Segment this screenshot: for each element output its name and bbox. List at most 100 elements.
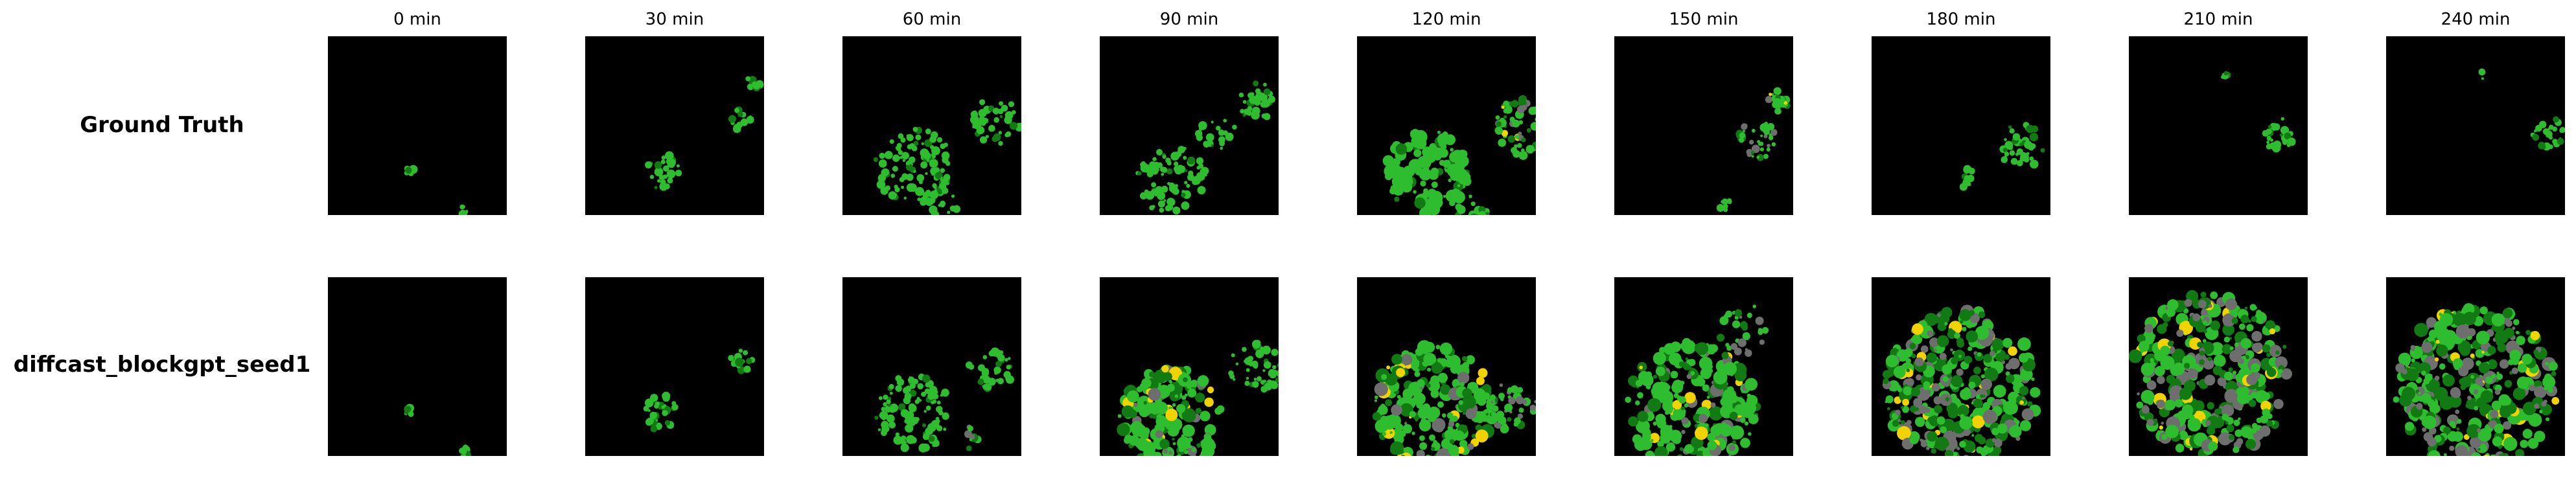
precipitation-blob xyxy=(905,424,914,433)
precipitation-blob xyxy=(1516,387,1524,393)
radar-image xyxy=(1716,87,1791,212)
precipitation-blob xyxy=(2534,404,2540,409)
precipitation-blob xyxy=(1756,155,1760,159)
precipitation-blob xyxy=(1238,92,1244,98)
precipitation-blob xyxy=(1128,409,1137,418)
precipitation-blob xyxy=(1764,121,1769,126)
precipitation-blob xyxy=(1700,367,1712,380)
precipitation-blob xyxy=(1678,361,1685,367)
precipitation-blob xyxy=(1437,130,1441,134)
precipitation-blob xyxy=(2517,363,2527,373)
precipitation-blob xyxy=(1723,422,1726,426)
precipitation-blob xyxy=(2208,304,2212,308)
precipitation-blob xyxy=(1668,352,1682,366)
precipitation-blob xyxy=(2233,419,2240,426)
precipitation-blob xyxy=(1008,357,1011,360)
precipitation-blob xyxy=(1507,135,1516,143)
precipitation-blob xyxy=(1897,418,1901,422)
precipitation-blob xyxy=(1927,330,1934,337)
precipitation-blob xyxy=(940,200,946,207)
precipitation-blob xyxy=(737,111,743,117)
precipitation-blob xyxy=(2534,431,2546,442)
precipitation-blob xyxy=(1901,405,1904,409)
precipitation-blob xyxy=(2005,363,2012,370)
precipitation-blob xyxy=(2262,408,2270,417)
precipitation-blob xyxy=(1980,447,1989,456)
precipitation-blob xyxy=(2019,142,2023,146)
precipitation-blob xyxy=(1240,109,1245,114)
precipitation-blob xyxy=(2455,324,2470,339)
precipitation-blob xyxy=(2266,420,2273,427)
precipitation-blob xyxy=(1156,414,1163,420)
precipitation-blob xyxy=(671,401,677,406)
precipitation-blob xyxy=(1655,367,1665,376)
precipitation-blob xyxy=(2202,320,2207,325)
precipitation-blob xyxy=(884,151,893,159)
precipitation-blob xyxy=(937,189,943,195)
precipitation-blob xyxy=(1530,106,1536,115)
precipitation-blob xyxy=(2184,363,2190,369)
precipitation-blob xyxy=(2502,308,2513,319)
precipitation-blob xyxy=(1665,410,1669,415)
precipitation-blob xyxy=(2207,356,2212,361)
precipitation-blob xyxy=(2540,404,2552,416)
precipitation-blob xyxy=(1496,121,1502,127)
precipitation-blob xyxy=(2208,441,2218,451)
precipitation-blob xyxy=(2212,365,2223,376)
precipitation-blob xyxy=(408,411,414,417)
precipitation-blob xyxy=(1168,184,1178,193)
precipitation-blob xyxy=(1920,440,1928,448)
precipitation-blob xyxy=(1437,372,1448,383)
precipitation-blob xyxy=(2201,419,2207,424)
precipitation-blob xyxy=(1271,348,1279,356)
precipitation-blob xyxy=(1695,426,1708,440)
precipitation-blob xyxy=(1167,182,1171,185)
precipitation-blob xyxy=(1181,201,1190,210)
precipitation-blob xyxy=(1680,406,1685,411)
precipitation-blob xyxy=(1510,385,1519,394)
precipitation-blob xyxy=(1518,407,1524,413)
precipitation-blob xyxy=(1195,407,1202,414)
precipitation-blob xyxy=(1443,159,1451,168)
precipitation-blob xyxy=(2268,125,2272,129)
precipitation-blob xyxy=(927,392,935,400)
precipitation-blob xyxy=(2246,374,2258,385)
precipitation-blob xyxy=(1757,154,1764,161)
prediction-frame xyxy=(1872,277,2050,456)
precipitation-blob xyxy=(936,137,943,143)
precipitation-blob xyxy=(1917,421,1920,424)
precipitation-blob xyxy=(1916,374,1922,381)
precipitation-blob xyxy=(2443,374,2455,387)
precipitation-blob xyxy=(1770,129,1778,136)
precipitation-blob xyxy=(2002,157,2006,161)
precipitation-blob xyxy=(1645,450,1655,456)
precipitation-blob xyxy=(1741,123,1748,130)
precipitation-blob xyxy=(2525,330,2531,335)
precipitation-blob xyxy=(1003,370,1011,379)
precipitation-blob xyxy=(888,383,894,390)
precipitation-blob xyxy=(1997,423,2008,434)
precipitation-blob xyxy=(1198,163,1204,169)
precipitation-blob xyxy=(967,426,973,432)
precipitation-blob xyxy=(2245,438,2257,449)
precipitation-blob xyxy=(2548,124,2554,130)
precipitation-blob xyxy=(2223,336,2230,343)
precipitation-blob xyxy=(1760,134,1763,137)
precipitation-blob xyxy=(1211,120,1214,124)
precipitation-blob xyxy=(1188,437,1193,442)
radar-image xyxy=(2393,303,2560,456)
precipitation-blob xyxy=(902,159,906,162)
precipitation-blob xyxy=(1431,181,1438,188)
precipitation-blob xyxy=(1139,192,1148,199)
precipitation-blob xyxy=(1936,416,1945,425)
precipitation-blob xyxy=(1204,397,1214,407)
precipitation-blob xyxy=(2494,330,2509,344)
precipitation-blob xyxy=(2559,127,2565,133)
precipitation-blob xyxy=(909,390,917,397)
precipitation-blob xyxy=(929,190,938,199)
precipitation-blob xyxy=(1411,396,1420,405)
precipitation-blob xyxy=(1927,431,1938,442)
precipitation-blob xyxy=(1934,437,1949,451)
precipitation-blob xyxy=(650,425,658,433)
precipitation-blob xyxy=(2008,346,2017,356)
